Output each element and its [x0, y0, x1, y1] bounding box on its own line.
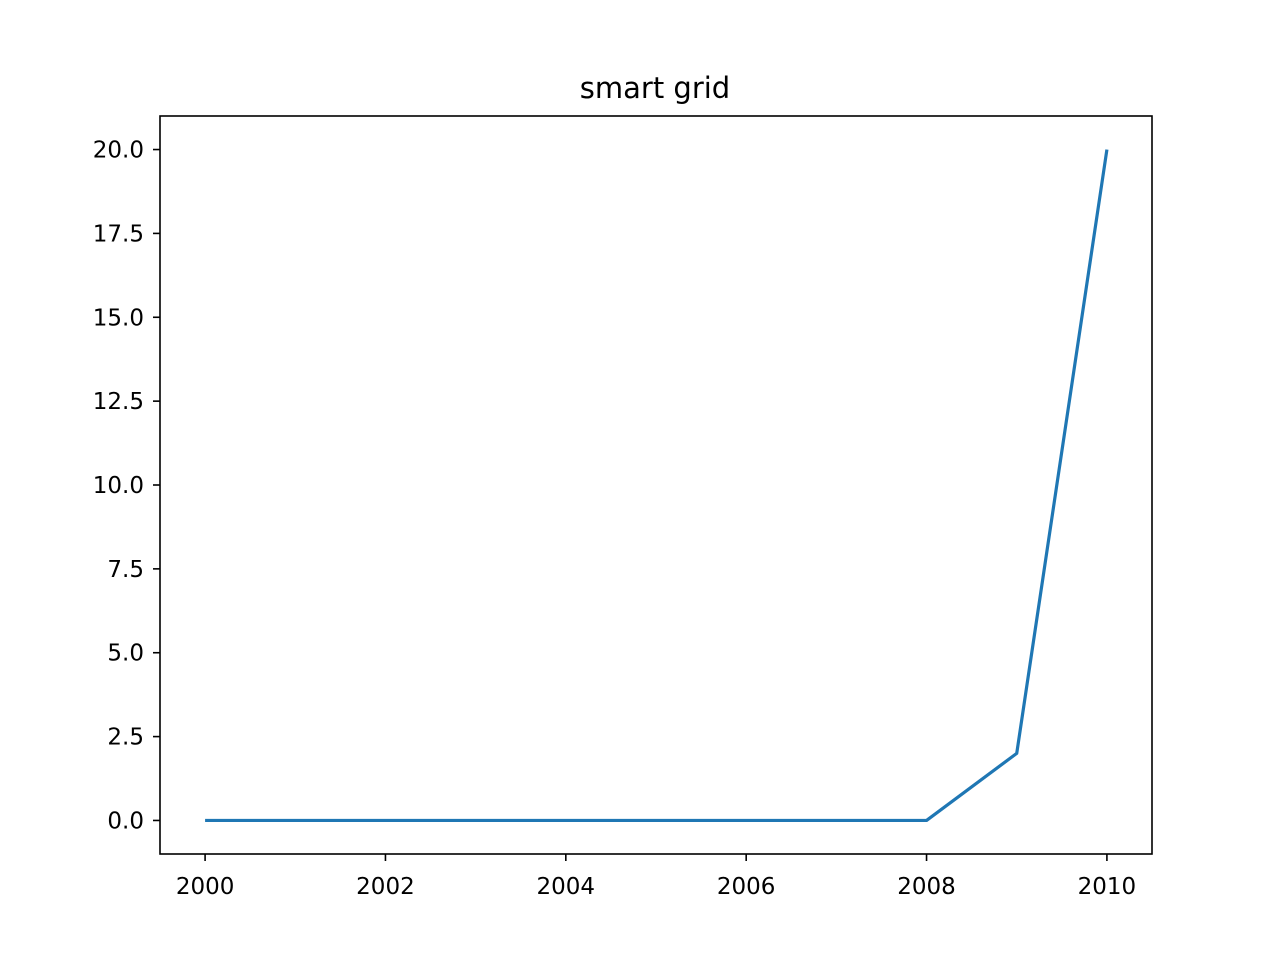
- x-tick-label: 2010: [1078, 874, 1137, 900]
- x-tick-label: 2008: [897, 874, 956, 900]
- x-tick-label: 2006: [717, 874, 776, 900]
- y-tick-label: 2.5: [107, 725, 144, 751]
- x-tick-label: 2000: [176, 874, 235, 900]
- y-tick-label: 0.0: [107, 808, 144, 834]
- series-layer: [205, 149, 1109, 823]
- y-tick-label: 17.5: [93, 221, 144, 247]
- y-tick-label: 10.0: [93, 473, 144, 499]
- x-tick-label: 2004: [537, 874, 596, 900]
- y-tick-label: 5.0: [107, 641, 144, 667]
- y-tick-label: 15.0: [93, 305, 144, 331]
- x-tick-label: 2002: [356, 874, 415, 900]
- y-tick-label: 20.0: [93, 138, 144, 164]
- chart-title: smart grid: [580, 71, 730, 105]
- plot-frame: [159, 115, 1153, 855]
- y-tick-label: 7.5: [107, 557, 144, 583]
- y-axis: 0.0 2.5 5.0 7.5 10.0 12.5 15.0 17.5 20.0: [93, 138, 160, 834]
- series-line-0: [205, 149, 1109, 823]
- x-axis: 2000 2002 2004 2006 2008 2010: [176, 854, 1136, 900]
- y-tick-label: 12.5: [93, 389, 144, 415]
